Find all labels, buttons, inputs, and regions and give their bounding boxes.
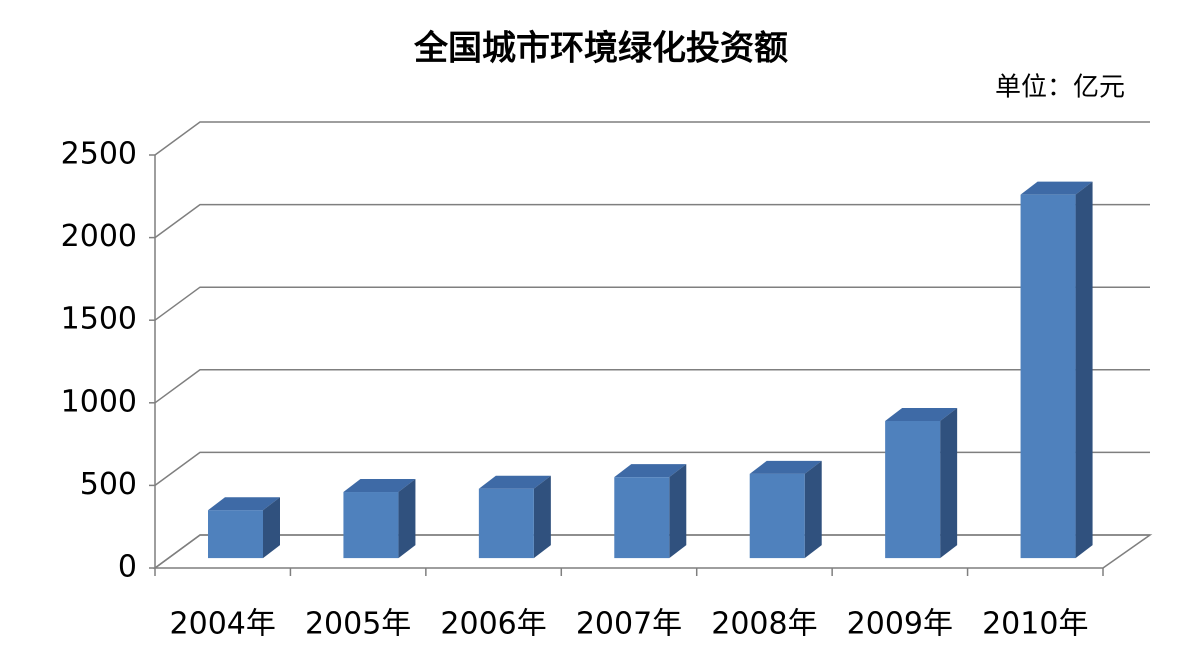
grid-line <box>154 451 1150 487</box>
bar-side <box>804 460 822 559</box>
bar <box>749 473 805 559</box>
chart-title: 全国城市环境绿化投资额 <box>413 29 788 69</box>
grid-line <box>154 534 1150 569</box>
grid-line <box>154 369 1150 404</box>
bar-top <box>749 460 822 474</box>
x-tick-label: 2005年 <box>305 607 411 642</box>
bar-top <box>614 464 687 478</box>
bar <box>208 510 263 559</box>
x-tick-label: 2008年 <box>711 607 817 642</box>
bar <box>1020 194 1076 559</box>
bar-top <box>885 407 958 421</box>
bar-side <box>533 475 551 559</box>
unit-label: 单位：亿元 <box>995 73 1125 103</box>
y-tick-label: 2500 <box>61 137 137 172</box>
bar <box>885 420 941 559</box>
grid-line <box>154 121 1150 156</box>
grid-line <box>154 203 1150 239</box>
y-tick-label: 2000 <box>61 219 137 254</box>
bar-side <box>398 479 416 559</box>
grid-line <box>154 286 1150 321</box>
x-tick-label: 2006年 <box>440 607 546 642</box>
bar-side <box>263 497 280 559</box>
bar-top <box>1020 181 1093 195</box>
x-tick-label: 2007年 <box>576 607 682 642</box>
bar-top <box>343 479 416 493</box>
y-tick-label: 1000 <box>61 384 137 419</box>
y-tick-label: 500 <box>80 467 137 502</box>
bar-side <box>940 407 958 559</box>
x-tick-label: 2004年 <box>170 607 276 642</box>
bar-top <box>478 475 551 489</box>
bar <box>343 492 399 559</box>
y-tick-label: 0 <box>118 550 137 585</box>
bar-side <box>669 464 687 559</box>
bar-top <box>208 497 280 511</box>
bar <box>614 477 670 559</box>
bar-side <box>1075 181 1093 559</box>
y-tick-label: 1500 <box>61 302 137 337</box>
bar <box>478 488 534 559</box>
x-tick-label: 2009年 <box>847 607 953 642</box>
x-tick-label: 2010年 <box>982 607 1088 642</box>
